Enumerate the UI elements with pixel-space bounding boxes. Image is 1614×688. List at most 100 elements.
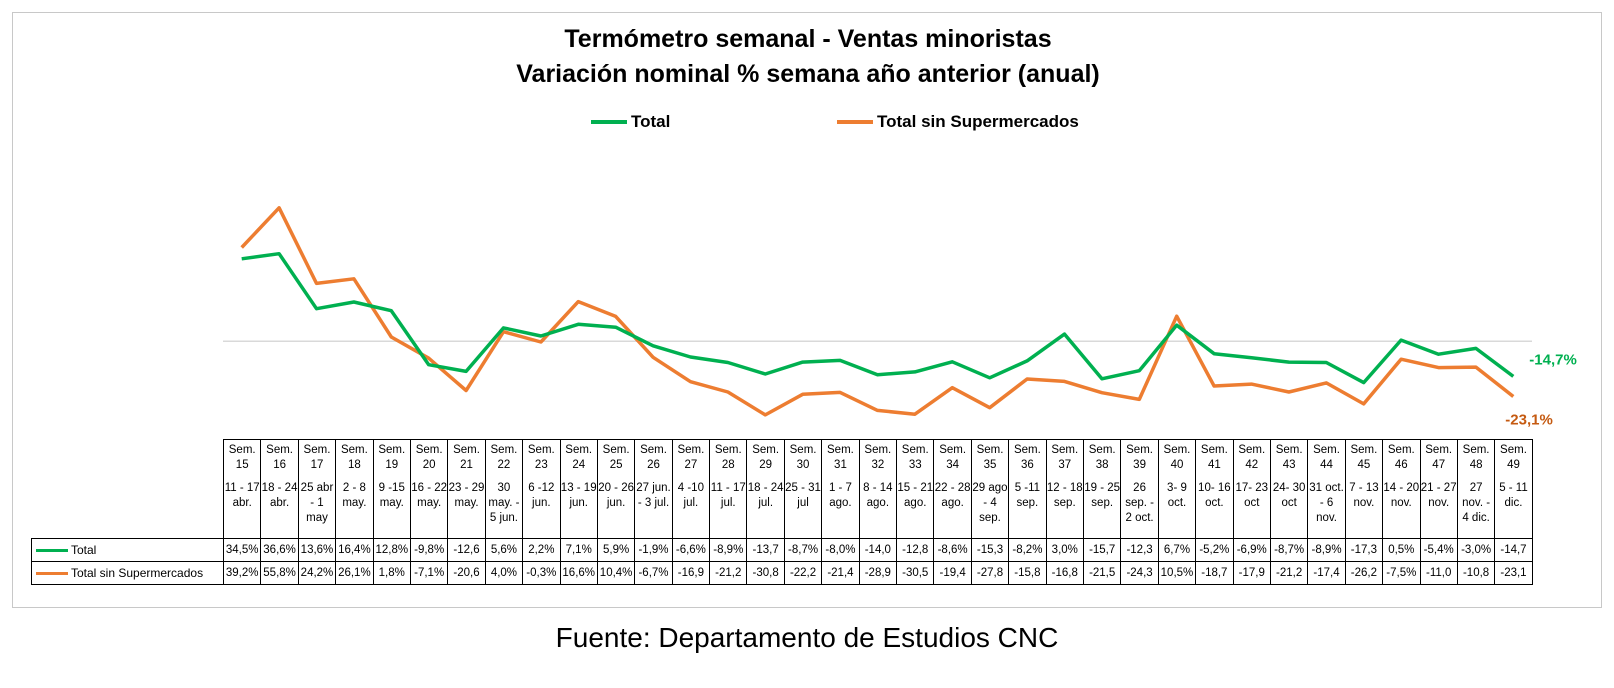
table-value-cell: 24,2% (297, 561, 337, 585)
week-label: Sem. 22 (490, 444, 518, 471)
table-header-cell: Sem. 18 2 - 8 may. (335, 439, 374, 539)
date-range-label: 14 - 20 nov. (1383, 482, 1420, 509)
table-header-row: Sem. 15 11 - 17 abr. Sem. 16 18 - 24 abr. Se… (32, 439, 1533, 539)
row-label-total: Total (31, 538, 224, 562)
table-header-cell: Sem. 32 8 - 14 ago. (858, 439, 898, 539)
date-range-label: 12 - 18 sep. (1046, 482, 1083, 509)
table-header-cell: Sem. 16 18 - 24 abr. (260, 439, 299, 539)
week-label: Sem. 36 (1013, 444, 1041, 471)
table-header-cell: Sem. 49 5 - 11 dic. (1494, 439, 1533, 539)
table-header-cell: Sem. 40 3- 9 oct. (1157, 439, 1197, 539)
date-range-label: 1 - 7 ago. (828, 482, 852, 509)
week-label: Sem. 38 (1088, 444, 1116, 471)
table-value-cell: -8,0% (821, 538, 860, 562)
table-value-cell: 4,0% (484, 561, 524, 585)
table-value-cell: 2,2% (522, 538, 561, 562)
table-value-cell: 26,1% (335, 561, 374, 585)
table-header-cell: Sem. 34 22 - 28 ago. (933, 439, 972, 539)
week-label: Sem. 18 (340, 444, 368, 471)
end-label-total: -14,7% (1529, 351, 1577, 368)
date-range-label: 11 - 17 jul. (710, 482, 746, 509)
table-value-cell: -26,2 (1344, 561, 1384, 585)
table-value-cell: -3,0% (1456, 538, 1496, 562)
row-label-sin-supermercados-text: Total sin Supermercados (71, 565, 204, 580)
table-header-cell: Sem. 25 20 - 26 jun. (596, 439, 636, 539)
table-value-cell: -9,8% (409, 538, 449, 562)
table-value-cell: -28,9 (858, 561, 898, 585)
end-label-sin-supermercados: -23,1% (1505, 412, 1553, 429)
week-label: Sem. 44 (1313, 444, 1340, 471)
date-range-label: 5 -11 sep. (1014, 482, 1041, 509)
chart-title: Termómetro semanal - Ventas minoristas (564, 25, 1052, 53)
table-value-cell: -16,8 (1045, 561, 1084, 585)
week-label: Sem. 42 (1238, 444, 1266, 471)
table-header-cell: Sem. 30 25 - 31 jul (783, 439, 823, 539)
table-value-cell: -30,8 (746, 561, 785, 585)
table-value-cell: -19,4 (933, 561, 972, 585)
table-header-cell: Sem. 41 10- 16 oct. (1195, 439, 1234, 539)
table-header-cell: Sem. 29 18 - 24 jul. (746, 439, 785, 539)
table-value-cell: -8,9% (1307, 538, 1346, 562)
table-value-cell: -17,3 (1344, 538, 1384, 562)
table-value-cell: -21,4 (821, 561, 860, 585)
week-label: Sem. 45 (1350, 444, 1378, 471)
end-label-layer: -14,7% -23,1% (1505, 351, 1577, 428)
legend-label-total: Total (631, 112, 671, 131)
date-range-label: 21 - 27 nov. (1420, 482, 1457, 509)
table-header-cell: Sem. 19 9 -15 may. (372, 439, 411, 539)
table-value-cell: 7,1% (559, 538, 598, 562)
table-value-cell: -15,8 (1008, 561, 1047, 585)
date-range-label: 7 - 13 nov. (1349, 482, 1379, 509)
table-value-cell: -22,2 (783, 561, 823, 585)
date-range-label: 20 - 26 jun. (598, 482, 634, 509)
table-value-cell: -16,9 (671, 561, 711, 585)
table-value-cell: -7,5% (1382, 561, 1421, 585)
table-value-cell: -17,4 (1307, 561, 1346, 585)
table-header-cell: Sem. 23 6 -12 jun. (522, 439, 561, 539)
date-range-label: 30 may. - 5 jun. (488, 482, 520, 524)
table-value-cell: 12,8% (372, 538, 411, 562)
table-value-cell: -24,3 (1120, 561, 1159, 585)
table-value-cell: -5,2% (1195, 538, 1234, 562)
table-value-cell: -12,6 (447, 538, 486, 562)
table-value-cell: -14,7 (1494, 538, 1533, 562)
series-line-sin-supermercados (240, 206, 1515, 417)
table-row-total: Total 34,5% 36,6% 13,6% 16,4% 12,8% -9,8% -12,… (31, 538, 1533, 562)
table-value-cell: -14,0 (858, 538, 898, 562)
date-range-label: 16 - 22 may. (411, 482, 448, 509)
table-value-cell: -5,4% (1419, 538, 1458, 562)
table-header-cell: Sem. 43 24- 30 oct (1269, 439, 1309, 539)
week-label: Sem. 43 (1275, 444, 1303, 471)
table-header-cell: Sem. 20 16 - 22 may. (409, 439, 449, 539)
week-label: Sem. 15 (228, 444, 256, 471)
table-value-cell: -12,3 (1120, 538, 1159, 562)
table-header-cell: Sem. 44 31 oct. - 6 nov. (1307, 439, 1346, 539)
table-value-cell: -7,1% (409, 561, 449, 585)
table-value-cell: -27,8 (970, 561, 1010, 585)
table-header-cell: Sem. 26 27 jun. - 3 jul. (634, 439, 673, 539)
week-label: Sem. 24 (565, 444, 593, 471)
table-value-cell: -20,6 (447, 561, 486, 585)
table-value-cell: -6,7% (634, 561, 673, 585)
week-label: Sem. 20 (415, 444, 443, 471)
chart-frame: Termómetro semanal - Ventas minoristas V… (12, 12, 1602, 608)
row-label-sin-supermercados: Total sin Supermercados (31, 561, 224, 585)
line-plot: -14,7% -23,1% (223, 206, 1577, 429)
legend-item-total: Total (591, 110, 670, 134)
week-label: Sem. 16 (266, 444, 293, 471)
table-value-cell: 55,8% (260, 561, 299, 585)
date-range-label: 8 - 14 ago. (863, 482, 893, 509)
week-label: Sem. 39 (1126, 444, 1153, 471)
date-range-label: 6 -12 jun. (528, 482, 555, 509)
series-layer (240, 206, 1515, 417)
table-value-cell: -0,3% (522, 561, 561, 585)
date-range-label: 22 - 28 ago. (934, 482, 971, 509)
week-label: Sem. 46 (1387, 444, 1415, 471)
table-value-cell: -8,2% (1008, 538, 1047, 562)
table-value-cell: 34,5% (222, 538, 262, 562)
week-label: Sem. 34 (939, 444, 967, 471)
table-value-cell: -8,7% (783, 538, 823, 562)
table-value-cell: 5,9% (596, 538, 636, 562)
table-header-cell: Sem. 35 29 ago - 4 sep. (970, 439, 1010, 539)
table-header-cell: Sem. 22 30 may. - 5 jun. (484, 439, 524, 539)
